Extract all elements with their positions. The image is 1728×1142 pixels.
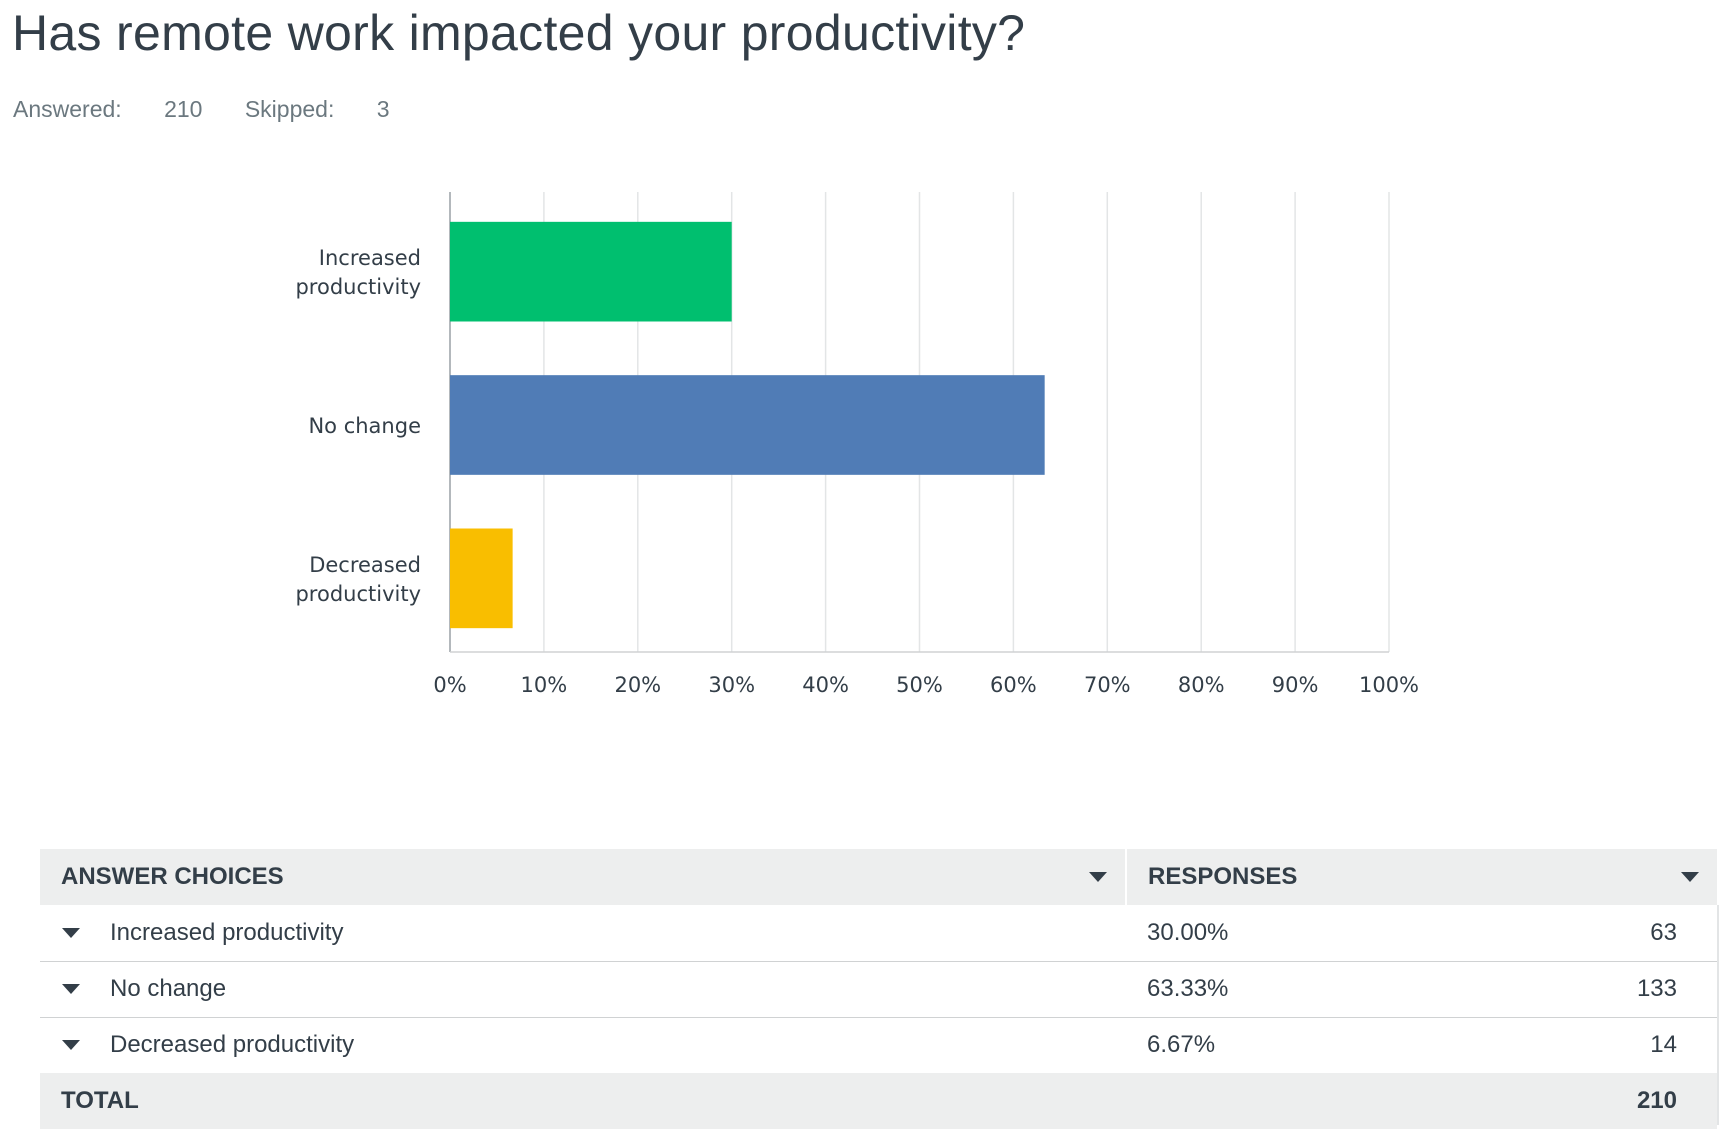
answered-count: 210 xyxy=(164,96,203,122)
response-percent: 30.00% xyxy=(1147,918,1229,946)
question-title: Has remote work impacted your productivi… xyxy=(12,5,1026,61)
chevron-down-icon[interactable] xyxy=(1681,872,1699,882)
response-stats: Answered: 210 Skipped: 3 xyxy=(13,96,426,123)
x-tick-label: 0% xyxy=(433,673,466,697)
response-percent: 63.33% xyxy=(1147,975,1229,1002)
total-label: TOTAL xyxy=(61,1087,139,1114)
total-row: TOTAL 210 xyxy=(40,1073,1717,1129)
bar[interactable] xyxy=(450,375,1045,475)
response-count: 133 xyxy=(1636,975,1677,1002)
response-count: 63 xyxy=(1650,918,1677,946)
results-table: ANSWER CHOICES RESPONSES Increased produ… xyxy=(40,849,1717,1129)
column-header-answer-choices[interactable]: ANSWER CHOICES xyxy=(40,849,1127,905)
bar-chart: 0% 10% 20% 30% 40% 50% 60% 70% 80% 90% 100% Increas… xyxy=(295,192,1419,697)
category-label: Increased productivity xyxy=(295,246,421,299)
skipped-label: Skipped: xyxy=(244,96,335,122)
chevron-down-icon[interactable] xyxy=(1089,872,1107,882)
bar[interactable] xyxy=(450,528,513,629)
total-value: 210 xyxy=(1636,1087,1677,1114)
x-tick-label: 20% xyxy=(614,673,661,697)
response-percent: 6.67% xyxy=(1147,1031,1216,1059)
response-count: 14 xyxy=(1650,1031,1677,1059)
x-tick-label: 30% xyxy=(708,673,755,697)
category-label: No change xyxy=(308,414,421,438)
answer-choices-header-label: ANSWER CHOICES xyxy=(61,863,284,890)
answer-choice-label: Increased productivity xyxy=(110,918,344,946)
x-tick-label: 60% xyxy=(990,673,1037,697)
x-tick-label: 10% xyxy=(521,673,568,697)
answered-label: Answered: xyxy=(13,96,122,122)
caret-down-icon[interactable] xyxy=(62,984,80,994)
table-row: Decreased productivity 6.67% 14 xyxy=(40,1017,1717,1073)
column-header-responses[interactable]: RESPONSES xyxy=(1126,849,1717,905)
answer-choice-label: No change xyxy=(110,975,227,1002)
caret-down-icon[interactable] xyxy=(62,927,80,938)
answered-stat: Answered: 210 xyxy=(13,96,202,122)
table-row: Increased productivity 30.00% 63 xyxy=(40,905,1717,961)
category-label: Decreased productivity xyxy=(295,553,421,606)
responses-header-label: RESPONSES xyxy=(1148,863,1298,890)
table-row: No change 63.33% 133 xyxy=(40,961,1717,1017)
x-tick-label: 70% xyxy=(1084,673,1131,697)
x-tick-label: 90% xyxy=(1272,673,1319,697)
panel-edge xyxy=(1717,905,1719,1125)
bar[interactable] xyxy=(450,221,732,322)
x-tick-label: 80% xyxy=(1178,673,1225,697)
skipped-count: 3 xyxy=(376,96,390,122)
caret-down-icon[interactable] xyxy=(62,1040,80,1051)
x-tick-label: 100% xyxy=(1359,673,1419,697)
x-tick-label: 50% xyxy=(896,673,943,697)
skipped-stat: Skipped: 3 xyxy=(245,96,390,122)
answer-choice-label: Decreased productivity xyxy=(110,1031,355,1059)
table-header-row: ANSWER CHOICES RESPONSES xyxy=(40,849,1717,905)
x-tick-label: 40% xyxy=(802,673,849,697)
